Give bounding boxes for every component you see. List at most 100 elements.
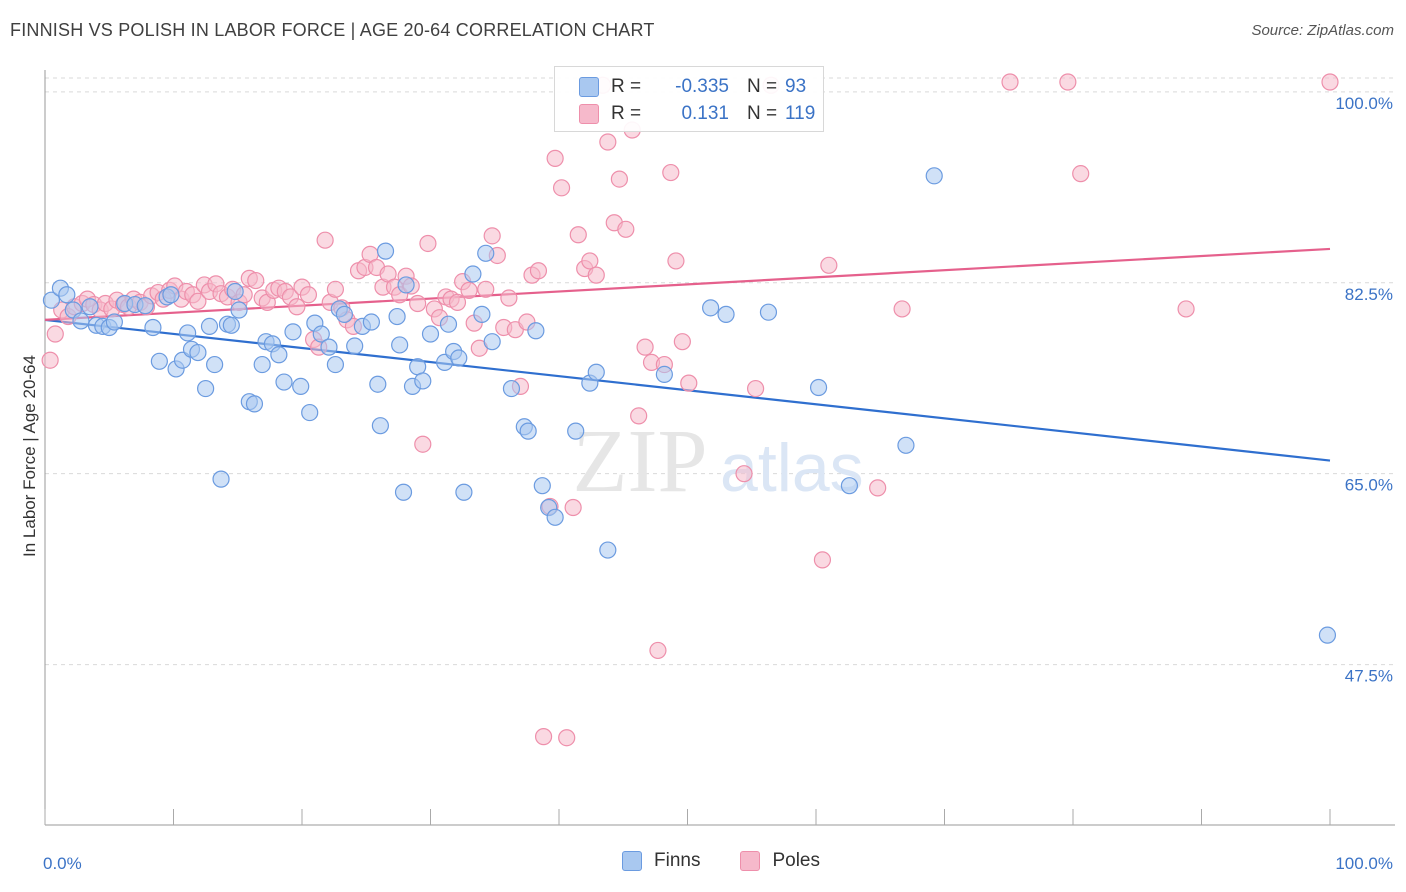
poles-point [189,292,207,310]
poles-legend-swatch [740,851,761,871]
poles-point [41,351,59,369]
poles-point [546,149,564,167]
poles-point [747,379,765,398]
y-tick-label: 65.0% [1345,476,1393,495]
finns-point [527,322,545,340]
finns-point [519,422,537,440]
legend-n-value: 119 [785,103,816,124]
poles-point [1072,165,1090,183]
finns-point [439,315,458,333]
poles-point [680,374,698,392]
poles-point [1059,73,1077,91]
legend-row-poles: R = 0.131 N = 119 [579,101,815,127]
finns-point [212,470,230,488]
finns-point [450,349,468,367]
poles-point [1177,300,1195,318]
finns-point [599,541,617,559]
finns-point [840,477,859,495]
poles-point [662,163,680,182]
finns-point [197,379,215,398]
finns-point [477,244,495,262]
finns-point [81,298,99,316]
legend-r-label: R = [611,103,642,124]
poles-point [247,271,265,290]
legend-r-value: -0.335 [675,76,729,97]
finns-point [483,333,501,351]
finns-point [312,325,330,343]
poles-point [1001,73,1019,91]
finns-point [270,346,288,364]
legend-row-finns: R = -0.335 N = 93 [579,74,806,100]
x-tick-label: 0.0% [43,854,82,873]
finns-point [301,403,319,422]
poles-point [288,298,306,316]
poles-point [500,289,518,307]
finns-point [1318,626,1337,644]
finns-point [200,317,219,335]
finns-point [42,291,61,309]
finns-point [226,282,244,301]
finns-point [275,373,293,391]
poles-point [636,338,654,356]
finns-point [369,375,387,393]
poles-point [534,728,553,746]
finns-point [925,167,943,185]
poles-point [673,333,691,351]
poles-point [587,266,605,284]
poles-point [617,220,635,238]
poles-point [46,325,64,343]
finns-point [320,338,338,356]
poles-point [316,231,334,249]
poles-point [414,435,432,453]
legend-r-label: R = [611,76,642,97]
poles-point [735,465,753,483]
poles-point [1321,73,1339,91]
y-tick-label: 82.5% [1345,285,1393,304]
stats-legend: R = -0.335 N = 93 R = 0.131 N = 119 [554,66,824,132]
finns-point [144,318,162,337]
grid-layer [45,77,1395,666]
finns-point [759,303,778,321]
poles-point [448,293,467,311]
poles-point [483,227,501,245]
finns-point [655,365,673,384]
poles-point [409,294,427,313]
poles-point [649,641,667,660]
finns-point [473,305,491,323]
finns-point [421,325,440,343]
poles-point [529,262,548,280]
poles-point [581,252,599,270]
finns-point [371,417,389,435]
poles-point [667,252,685,270]
finns-point [150,352,168,370]
legend-item-poles[interactable]: Poles [740,850,820,872]
axis-labels: 100.0% 82.5% 65.0% 47.5% 0.0% 100.0% [43,94,1393,873]
finns-point [326,355,345,374]
finns-point [502,379,521,398]
finns-point [376,242,395,260]
watermark-zip: ZIP [573,412,708,511]
finns-point [397,276,415,294]
finns-legend-label: Finns [654,850,701,871]
poles-point [419,234,437,253]
finns-point [72,312,90,330]
finns-point [394,483,413,501]
finns-point [464,265,482,283]
y-tick-label: 47.5% [1345,667,1393,686]
finns-points [42,167,1337,644]
finns-point [162,286,180,304]
poles-point [630,407,648,425]
poles-legend-label: Poles [772,850,820,871]
legend-item-finns[interactable]: Finns [622,850,700,872]
legend-r-value: 0.131 [681,103,729,124]
x-tick-label: 100.0% [1335,854,1393,873]
finns-point [455,483,473,501]
poles-point [326,280,345,298]
finns-point [179,324,197,342]
poles-point [893,300,911,318]
finns-swatch [579,77,599,97]
finns-point [587,363,605,381]
series-legend: Finns Poles [622,850,860,872]
source-label: Source: ZipAtlas.com [1251,22,1394,39]
